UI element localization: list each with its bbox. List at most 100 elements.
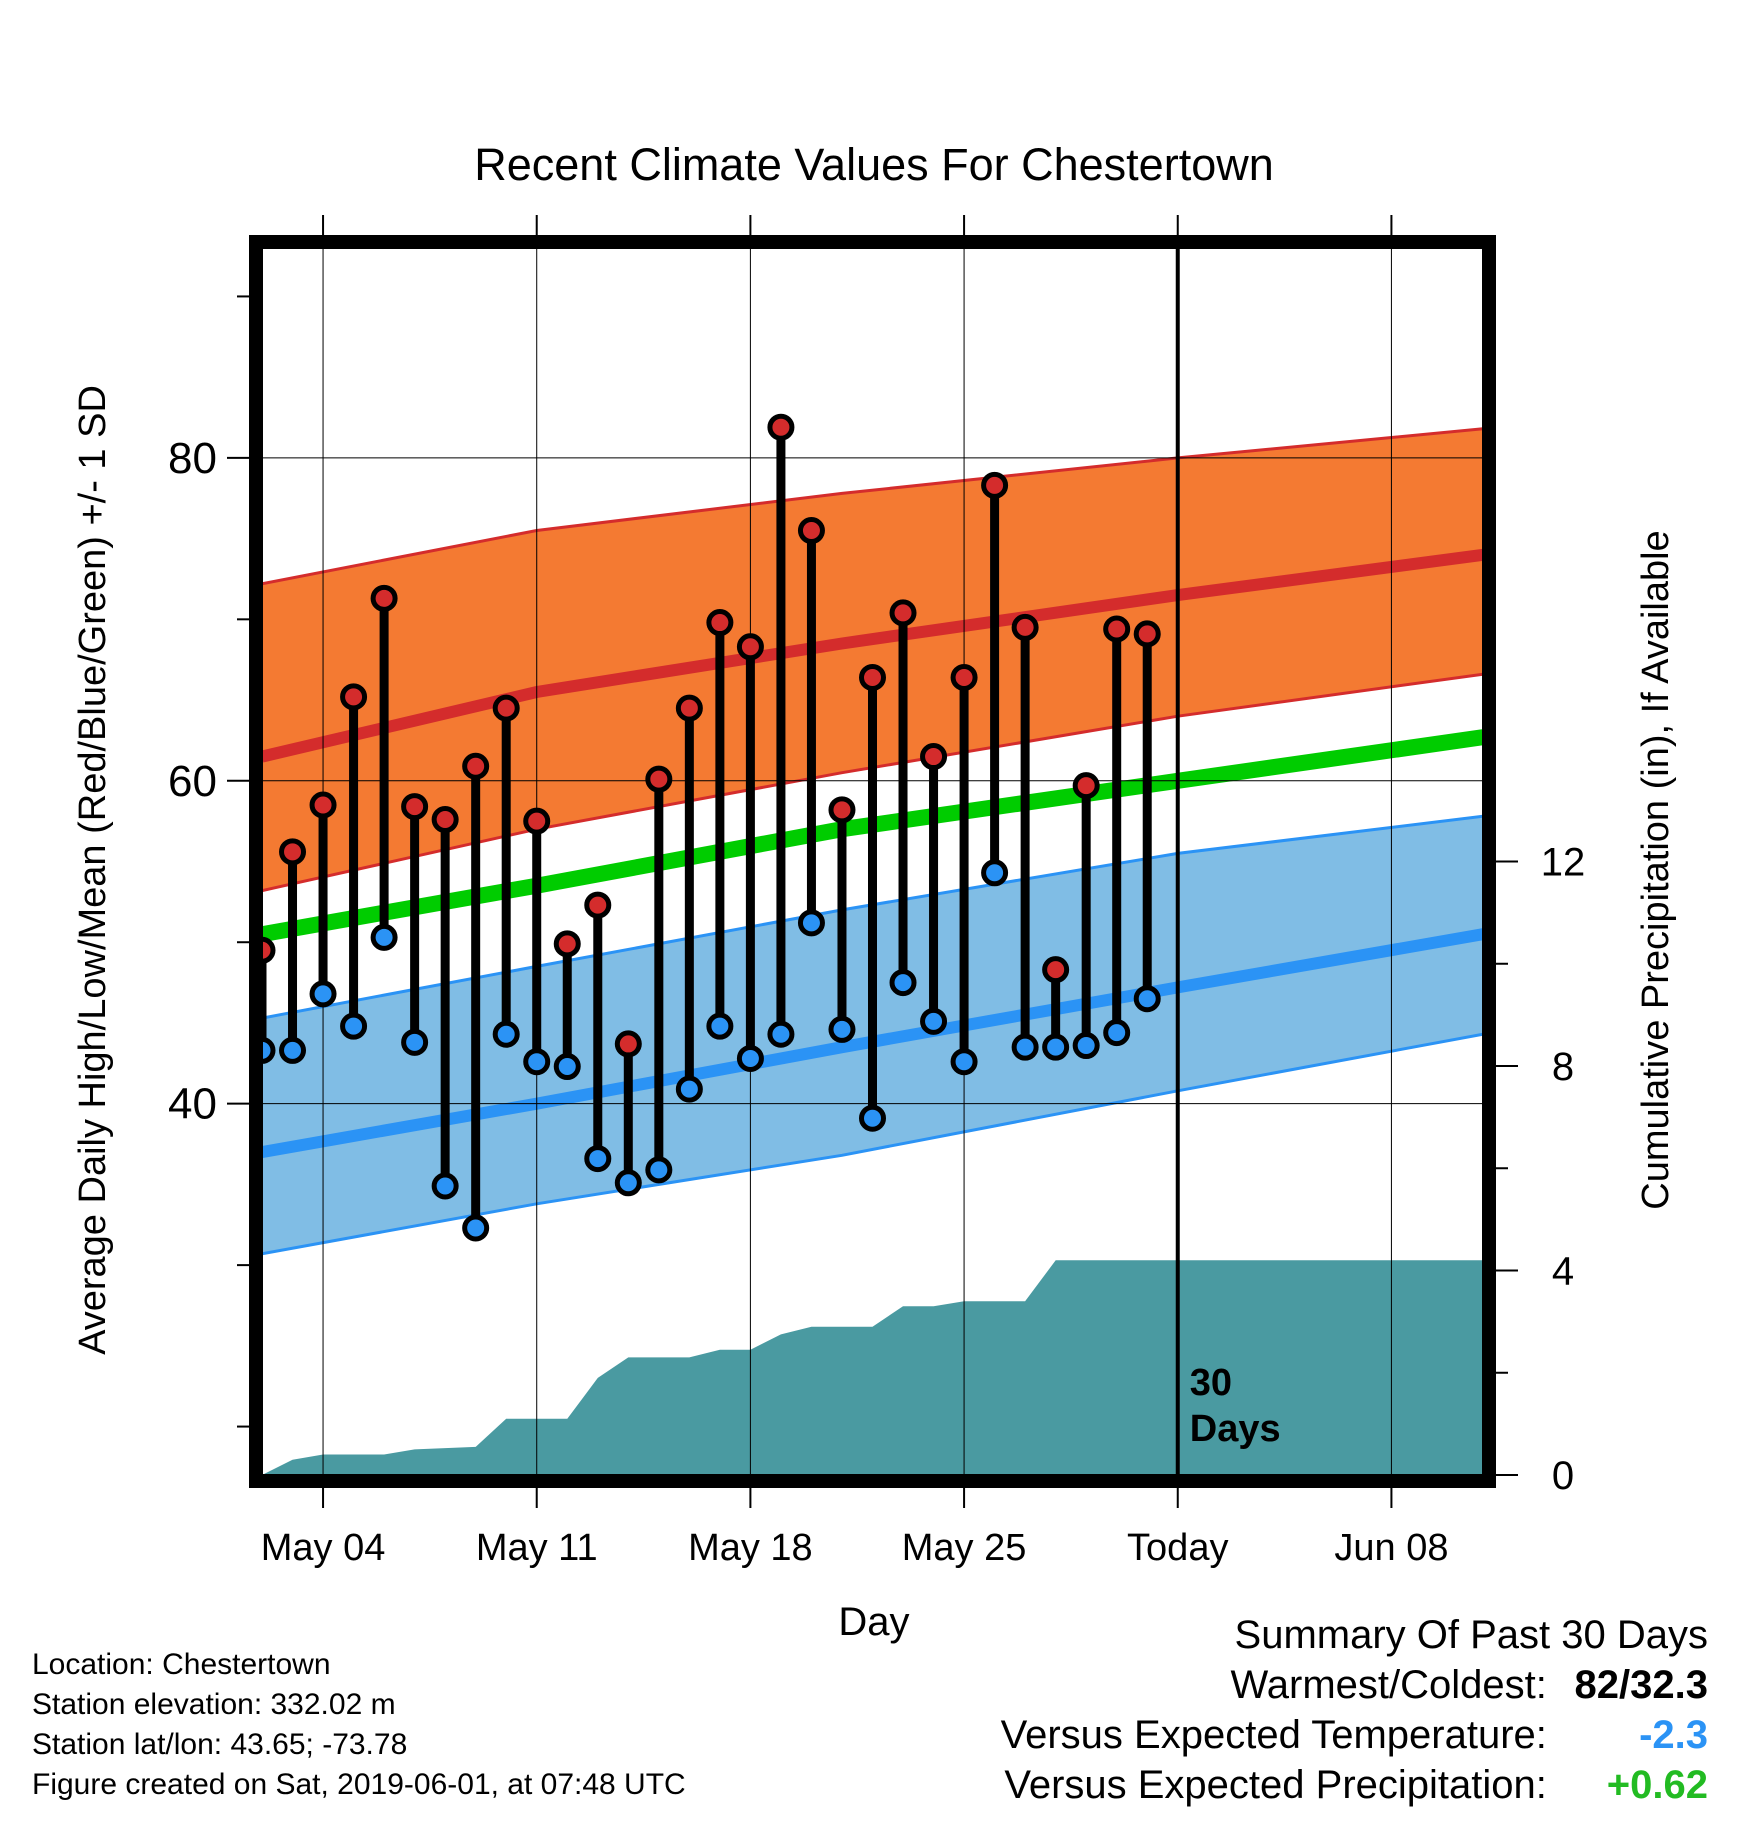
- plot-area: 30 Days May 04 May 11 May 18 May 25 Today Jun 0…: [168, 215, 1585, 1569]
- warmest-label: Warmest/Coldest:: [1230, 1663, 1547, 1707]
- daily-low-point: [614, 1169, 642, 1197]
- y2-tick-label: 8: [1552, 1045, 1574, 1089]
- daily-low-point: [462, 1214, 490, 1242]
- daily-low-point: [706, 1012, 734, 1040]
- daily-low-point: [981, 859, 1009, 887]
- warmest-value: 82/32.3: [1574, 1663, 1708, 1707]
- daily-low-point: [889, 969, 917, 997]
- precip-label: Versus Expected Precipitation:: [1004, 1763, 1547, 1807]
- daily-high-point: [1042, 956, 1070, 984]
- daily-high-point: [431, 806, 459, 834]
- daily-high-point: [797, 517, 825, 545]
- daily-high-point: [950, 663, 978, 691]
- location-text: Location: Chestertown: [32, 1648, 331, 1681]
- y2-tick-label: 12: [1541, 841, 1586, 885]
- y2-tick-label: 0: [1552, 1454, 1574, 1498]
- daily-low-point: [1042, 1033, 1070, 1061]
- y-axis-label: Average Daily High/Low/Mean (Red/Blue/Gr…: [72, 385, 114, 1355]
- daily-low-point: [309, 980, 337, 1008]
- daily-high-point: [584, 891, 612, 919]
- daily-low-point: [645, 1156, 673, 1184]
- plot-frame: [249, 235, 1496, 1488]
- temp-row: Versus Expected Temperature: -2.3: [1001, 1710, 1708, 1760]
- precip-value: +0.62: [1606, 1763, 1708, 1807]
- daily-high-point: [492, 694, 520, 722]
- daily-high-point: [767, 413, 795, 441]
- daily-high-point: [645, 765, 673, 793]
- x-tick-label: Today: [1127, 1527, 1228, 1569]
- daily-low-point: [797, 909, 825, 937]
- daily-high-point: [340, 683, 368, 711]
- daily-low-point: [736, 1044, 764, 1072]
- daily-low-point: [262, 1036, 276, 1064]
- daily-high-point: [736, 633, 764, 661]
- daily-low-point: [1103, 1019, 1131, 1047]
- daily-low-point: [401, 1028, 429, 1056]
- temp-label: Versus Expected Temperature:: [1000, 1713, 1547, 1757]
- x-tick-label: May 04: [261, 1527, 386, 1569]
- x-tick-label: Jun 08: [1334, 1527, 1448, 1569]
- daily-low-point: [523, 1048, 551, 1076]
- low-band-lower-line: [262, 1032, 1483, 1256]
- latlon-text: Station lat/lon: 43.65; -73.78: [32, 1728, 408, 1761]
- daily-low-point: [1072, 1032, 1100, 1060]
- daily-high-point: [675, 694, 703, 722]
- daily-high-point: [614, 1030, 642, 1058]
- daily-low-point: [950, 1048, 978, 1076]
- high-band-upper-line: [262, 427, 1483, 586]
- x-tick-label: May 25: [902, 1527, 1027, 1569]
- y2-tick-label: 4: [1552, 1250, 1574, 1294]
- daily-high-point: [523, 807, 551, 835]
- chart-title: Recent Climate Values For Chestertown: [474, 139, 1274, 190]
- daily-low-point: [431, 1172, 459, 1200]
- daily-low-point: [370, 923, 398, 951]
- daily-low-point: [920, 1007, 948, 1035]
- daily-low-point: [584, 1145, 612, 1173]
- temp-value: -2.3: [1639, 1713, 1708, 1757]
- x-tick-label: May 18: [688, 1527, 813, 1569]
- daily-high-point: [920, 743, 948, 771]
- x-tick-label: May 11: [476, 1527, 598, 1569]
- daily-high-point: [981, 471, 1009, 499]
- daily-low-point: [340, 1012, 368, 1040]
- today-days-label-line: Days: [1190, 1408, 1281, 1450]
- daily-high-point: [462, 752, 490, 780]
- elevation-text: Station elevation: 332.02 m: [32, 1688, 396, 1721]
- daily-low-point: [675, 1075, 703, 1103]
- high-normal-line: [262, 548, 1483, 763]
- precipitation-area: [262, 1260, 1483, 1475]
- daily-high-point: [889, 599, 917, 627]
- daily-low-point: [492, 1020, 520, 1048]
- daily-low-point: [767, 1020, 795, 1048]
- daily-high-point: [553, 930, 581, 958]
- daily-low-point: [828, 1015, 856, 1043]
- y-tick-label: 80: [168, 434, 217, 483]
- y-tick-label: 40: [168, 1080, 217, 1129]
- summary-title: Summary Of Past 30 Days: [1234, 1613, 1708, 1657]
- daily-low-point: [279, 1036, 307, 1064]
- daily-high-point: [706, 609, 734, 637]
- daily-high-point: [262, 936, 276, 964]
- y2-axis-label: Cumulative Precipitation (in), If Availa…: [1635, 530, 1677, 1209]
- daily-low-point: [1011, 1033, 1039, 1061]
- station-info: Location: Chestertown Station elevation:…: [32, 1645, 686, 1805]
- daily-high-point: [1103, 615, 1131, 643]
- created-text: Figure created on Sat, 2019-06-01, at 07…: [32, 1768, 686, 1801]
- daily-high-point: [1072, 772, 1100, 800]
- daily-high-point: [401, 793, 429, 821]
- x-axis-label: Day: [838, 1600, 909, 1644]
- daily-high-point: [1011, 613, 1039, 641]
- daily-high-point: [828, 796, 856, 824]
- summary-panel: Summary Of Past 30 Days Warmest/Coldest:…: [1001, 1610, 1708, 1810]
- daily-high-point: [370, 584, 398, 612]
- daily-high-point: [309, 791, 337, 819]
- y-tick-label: 60: [168, 757, 217, 806]
- daily-low-point: [553, 1053, 581, 1081]
- daily-low-point: [859, 1104, 886, 1132]
- daily-high-point: [1133, 620, 1161, 648]
- today-days-label: 30 Days: [1190, 1362, 1281, 1450]
- daily-high-point: [279, 838, 307, 866]
- precip-row: Versus Expected Precipitation: +0.62: [1001, 1760, 1708, 1810]
- plot-inner: 30 Days: [262, 248, 1483, 1475]
